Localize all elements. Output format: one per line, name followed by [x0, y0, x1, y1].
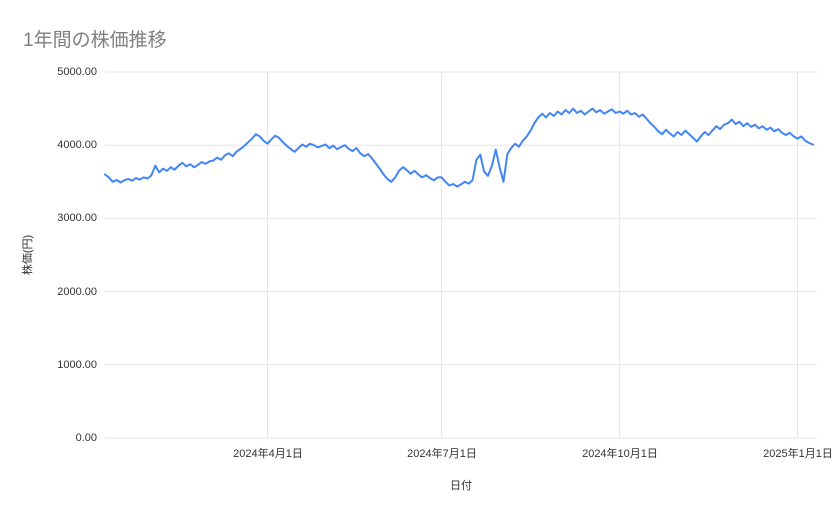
x-axis-title: 日付: [450, 480, 472, 492]
y-tick-label: 3000.00: [57, 212, 97, 224]
y-tick-label: 4000.00: [57, 139, 97, 151]
y-axis-title: 株価(円): [22, 234, 34, 276]
y-tick-label: 1000.00: [57, 359, 97, 371]
x-tick-label: 2024年10月1日: [582, 448, 658, 460]
y-tick-label: 0.00: [75, 432, 97, 444]
x-tick-label: 2024年7月1日: [407, 448, 477, 460]
y-tick-label: 2000.00: [57, 286, 97, 298]
chart-title: 1年間の株価推移: [23, 30, 167, 51]
x-tick-label: 2024年4月1日: [233, 448, 303, 460]
y-tick-label: 5000.00: [57, 66, 97, 78]
x-tick-label: 2025年1月1日: [763, 448, 833, 460]
stock-price-line: [104, 107, 814, 188]
